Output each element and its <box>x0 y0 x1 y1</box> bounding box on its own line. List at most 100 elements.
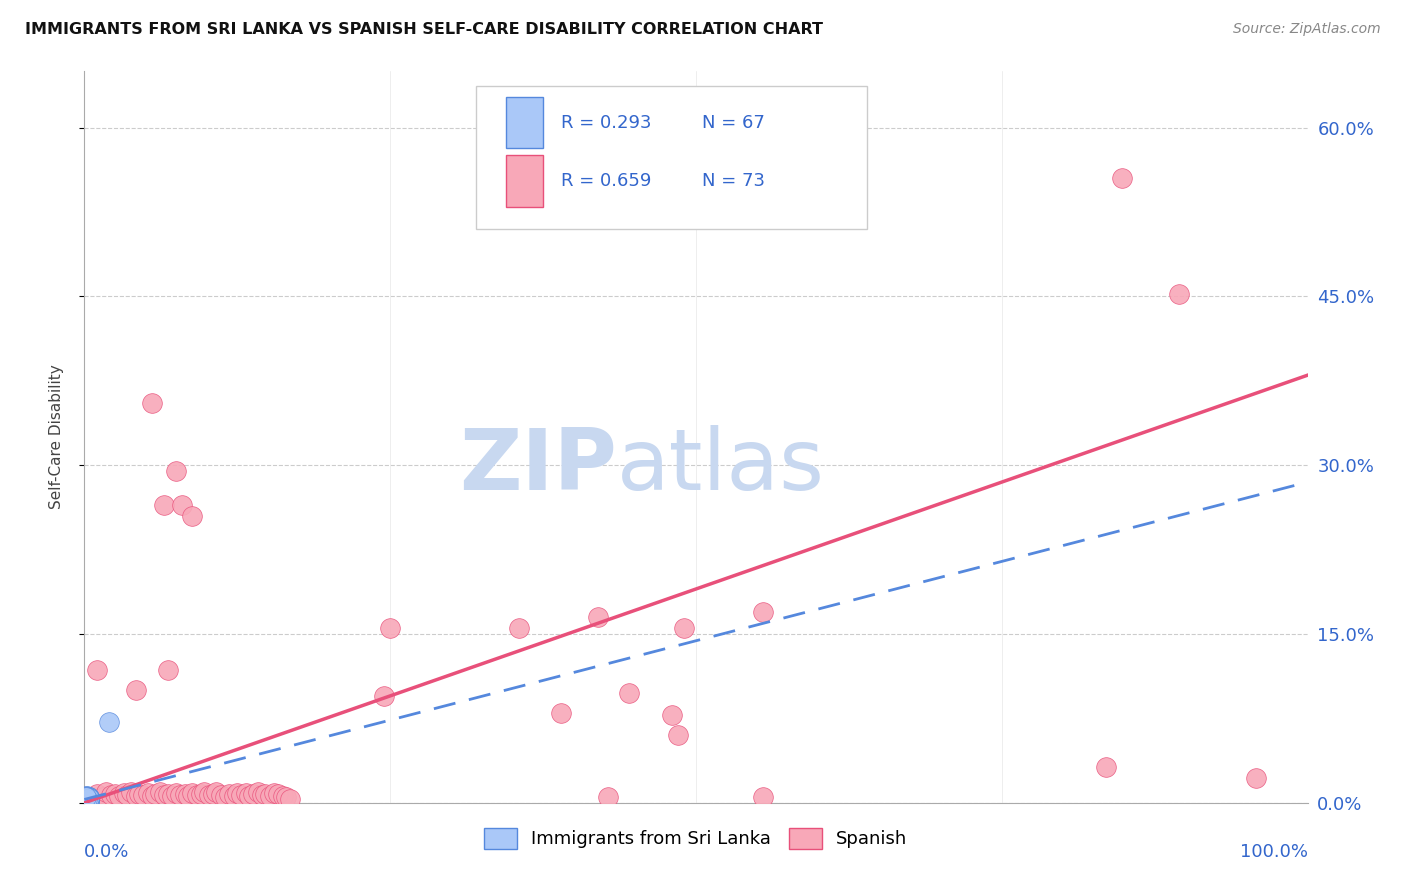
Point <box>77 791 100 805</box>
Point <box>107 789 129 803</box>
Point <box>77 791 100 805</box>
Point <box>214 790 236 805</box>
Point <box>201 787 224 801</box>
Point <box>77 793 100 807</box>
Point <box>77 791 100 805</box>
Point <box>76 789 98 803</box>
Point <box>76 792 98 806</box>
FancyBboxPatch shape <box>475 86 868 228</box>
Point <box>75 793 97 807</box>
Point <box>115 788 138 802</box>
Point <box>1168 287 1191 301</box>
Point <box>75 790 97 805</box>
Point <box>271 789 294 803</box>
Point <box>242 787 264 801</box>
Point <box>76 790 98 805</box>
Point <box>229 788 252 802</box>
Point <box>77 791 100 805</box>
Point <box>96 784 118 798</box>
Point <box>75 792 97 806</box>
Point <box>672 621 695 635</box>
Text: 0.0%: 0.0% <box>84 843 129 861</box>
Point <box>617 685 640 699</box>
Point <box>263 786 285 800</box>
Text: R = 0.659: R = 0.659 <box>561 172 652 190</box>
Point <box>172 498 194 512</box>
Point <box>198 788 221 802</box>
Point <box>75 792 97 806</box>
Point <box>97 714 120 729</box>
Text: ZIP: ZIP <box>458 425 616 508</box>
Point <box>77 790 100 805</box>
Point <box>75 791 97 805</box>
Point <box>266 787 288 801</box>
Text: IMMIGRANTS FROM SRI LANKA VS SPANISH SELF-CARE DISABILITY CORRELATION CHART: IMMIGRANTS FROM SRI LANKA VS SPANISH SEL… <box>25 22 824 37</box>
Point <box>508 621 530 635</box>
Point <box>596 790 619 805</box>
Point <box>181 786 204 800</box>
Point <box>169 788 191 802</box>
Point <box>75 790 97 805</box>
Point <box>91 790 114 805</box>
Point <box>190 787 212 801</box>
Point <box>77 792 100 806</box>
Point <box>76 793 98 807</box>
Point <box>77 791 100 805</box>
Point <box>1111 171 1133 186</box>
Point <box>112 786 135 800</box>
Text: R = 0.293: R = 0.293 <box>561 113 652 131</box>
Point <box>153 498 176 512</box>
Point <box>76 791 98 805</box>
Point <box>77 792 100 806</box>
Point <box>77 791 100 805</box>
Point <box>77 790 100 805</box>
Point <box>75 790 97 805</box>
Point <box>235 786 257 800</box>
Point <box>752 790 775 805</box>
Point <box>76 792 98 806</box>
Point <box>76 791 98 805</box>
Point <box>238 789 260 803</box>
Text: Source: ZipAtlas.com: Source: ZipAtlas.com <box>1233 22 1381 37</box>
Point <box>162 789 184 803</box>
Point <box>77 793 100 807</box>
Point <box>75 791 97 805</box>
Point <box>77 792 100 806</box>
Point <box>128 787 150 801</box>
Point <box>250 788 273 802</box>
Point <box>76 792 98 806</box>
Point <box>77 790 100 805</box>
Point <box>254 787 277 801</box>
Point <box>77 792 100 806</box>
Y-axis label: Self-Care Disability: Self-Care Disability <box>49 365 63 509</box>
Point <box>79 790 101 805</box>
Point <box>75 791 97 805</box>
Point <box>177 789 200 803</box>
Point <box>550 706 572 720</box>
Point <box>76 791 98 805</box>
Point <box>77 791 100 805</box>
Point <box>77 790 100 805</box>
Point <box>76 792 98 806</box>
Point <box>193 784 215 798</box>
Point <box>156 787 179 801</box>
Point <box>76 793 98 807</box>
Point <box>76 793 98 807</box>
Point <box>1244 771 1267 785</box>
Point <box>143 787 166 801</box>
Point <box>209 788 232 802</box>
Text: N = 73: N = 73 <box>702 172 765 190</box>
Point <box>165 786 187 800</box>
Text: atlas: atlas <box>616 425 824 508</box>
Point <box>76 790 98 805</box>
Point <box>77 792 100 806</box>
Point <box>181 508 204 523</box>
Point <box>77 790 100 805</box>
Point <box>141 396 163 410</box>
Text: 100.0%: 100.0% <box>1240 843 1308 861</box>
Point <box>104 787 127 801</box>
Point <box>75 792 97 806</box>
Point <box>76 790 98 805</box>
Point <box>153 788 176 802</box>
Point <box>186 788 208 802</box>
